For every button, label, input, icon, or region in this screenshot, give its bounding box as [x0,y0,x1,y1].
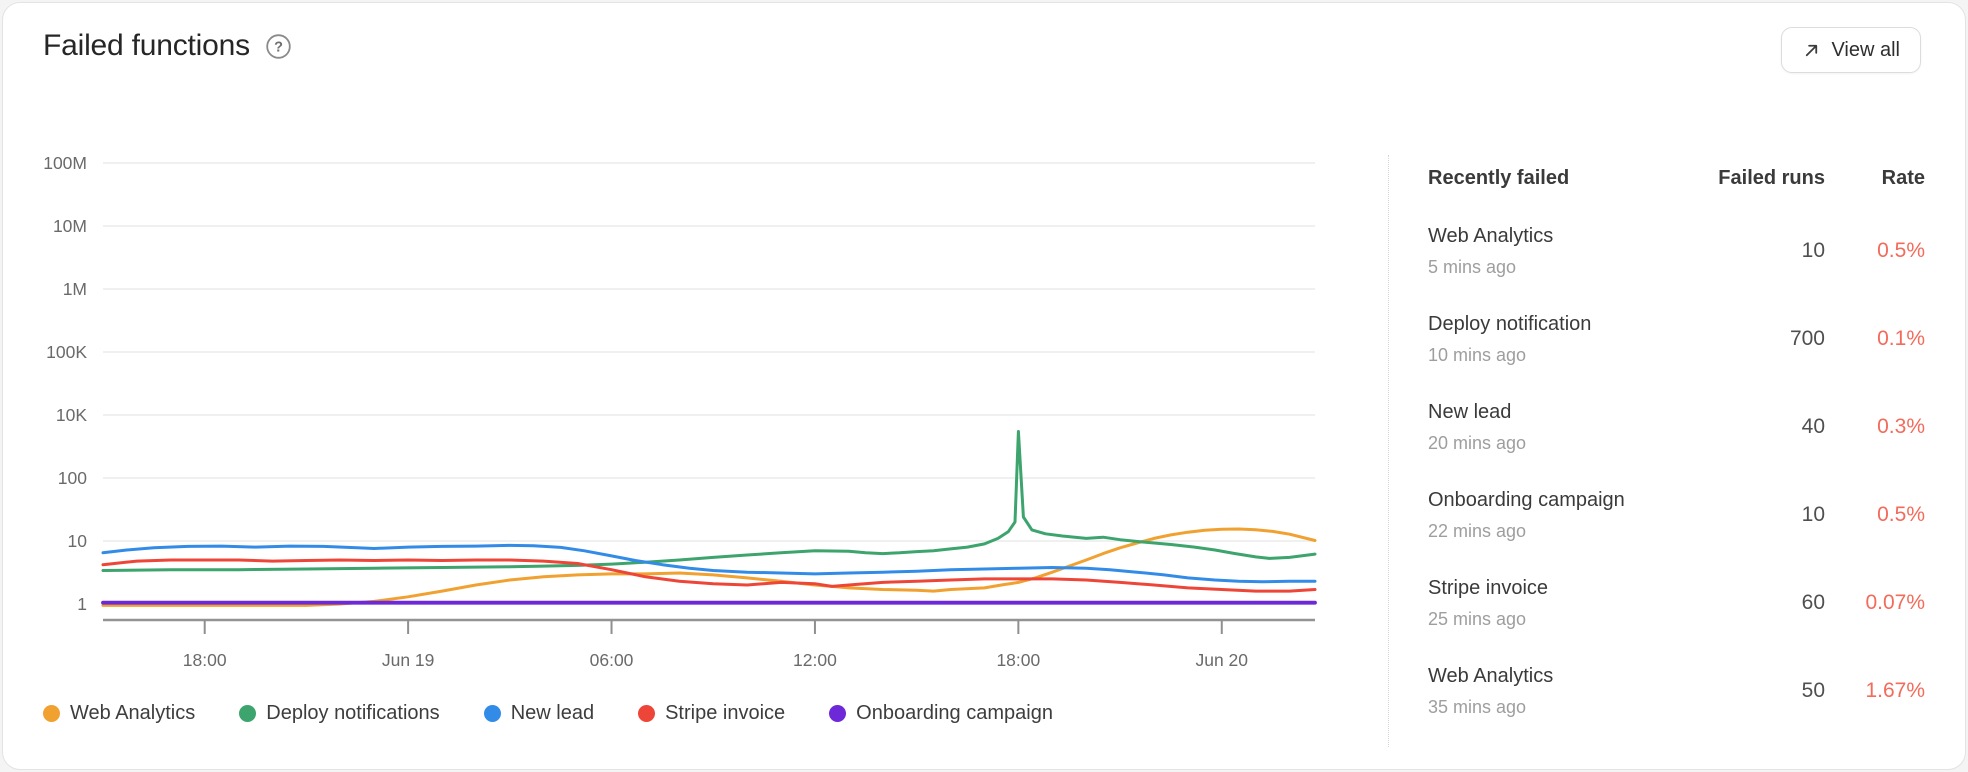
card-header: Failed functions ? [43,29,292,63]
x-axis-label: 18:00 [183,650,227,670]
failed-time: 20 mins ago [1428,433,1527,453]
legend-item-label: Deploy notifications [266,702,440,724]
svg-text:?: ? [274,39,283,55]
legend-dot-icon [239,705,257,722]
recent-failures-divider [1388,155,1389,747]
legend-item-deploy-notifications[interactable]: Deploy notifications [239,702,440,725]
table-row[interactable]: New lead 20 mins ago 40 0.3% [1428,383,1925,471]
y-axis-label: 1 [77,594,87,614]
legend-item-label: Onboarding campaign [856,702,1053,724]
x-axis-label: Jun 20 [1195,650,1248,670]
legend-item-label: Web Analytics [70,702,196,724]
function-name: Deploy notification [1428,313,1592,335]
page-title: Failed functions [43,29,250,62]
failed-time: 10 mins ago [1428,345,1527,365]
table-header: Recently failed Failed runs Rate [1428,153,1925,207]
view-all-button[interactable]: View all [1781,27,1921,73]
failed-time: 25 mins ago [1428,609,1527,629]
legend-dot-icon [43,705,60,722]
col-rate: Rate [1881,167,1925,189]
chart-legend: Web Analytics Deploy notifications New lea… [43,702,1053,725]
function-name: Stripe invoice [1428,577,1549,599]
arrow-up-right-icon [1802,41,1821,60]
col-failed-runs: Failed runs [1718,167,1825,189]
view-all-label: View all [1831,38,1900,61]
series-line-deploy-notifications [101,430,1317,572]
failed-time: 5 mins ago [1428,257,1517,277]
table-row[interactable]: Onboarding campaign 22 mins ago 10 0.5% [1428,471,1925,559]
function-name: Web Analytics [1428,225,1554,247]
legend-dot-icon [483,705,501,722]
failure-rate: 1.67% [1865,679,1925,702]
failed-runs-value: 60 [1801,591,1825,614]
failed-time: 22 mins ago [1428,521,1527,541]
legend-item-new-lead[interactable]: New lead [483,702,595,725]
failed-runs-value: 10 [1801,503,1825,526]
table-row[interactable]: Web Analytics 5 mins ago 10 0.5% [1428,207,1925,295]
x-axis-label: 18:00 [996,650,1040,670]
y-axis-label: 10K [56,405,87,425]
legend-item-label: New lead [510,702,595,724]
failure-rate: 0.1% [1877,327,1925,350]
failure-rate: 0.5% [1877,239,1925,262]
y-axis-label: 100M [43,153,87,173]
x-axis-label: Jun 19 [382,650,435,670]
x-axis-label: 06:00 [590,650,634,670]
function-name: New lead [1428,401,1512,423]
function-name: Onboarding campaign [1428,489,1625,511]
y-axis-label: 100K [46,342,87,362]
failed-time: 35 mins ago [1428,697,1527,717]
function-name: Web Analytics [1428,665,1554,687]
help-icon[interactable]: ? [265,33,292,60]
y-axis-label: 10 [68,531,88,551]
table-row[interactable]: Deploy notification 10 mins ago 700 0.1% [1428,295,1925,383]
y-axis-label: 100 [58,468,87,488]
x-axis-label: 12:00 [793,650,837,670]
legend-dot-icon [829,705,847,722]
failed-functions-chart[interactable]: 100M 10M 1M 100K 10K 100 10 1 18:00 Jun 19 06:00 12… [28,153,1318,673]
table-body: Web Analytics 5 mins ago 10 0.5% Deploy noti… [1428,207,1925,735]
table-row[interactable]: Stripe invoice 25 mins ago 60 0.07% [1428,559,1925,647]
legend-item-web-analytics[interactable]: Web Analytics [43,702,195,725]
y-axis-label: 1M [63,279,87,299]
failed-runs-value: 10 [1801,239,1825,262]
table-row[interactable]: Web Analytics 35 mins ago 50 1.67% [1428,647,1925,735]
failed-runs-value: 700 [1789,327,1825,350]
series-line-web-analytics [101,527,1317,607]
failed-runs-value: 50 [1801,679,1825,702]
series-line-stripe-invoice [101,558,1317,593]
failure-rate: 0.5% [1877,503,1925,526]
col-recently-failed: Recently failed [1428,167,1570,189]
recently-failed-table: Recently failed Failed runs Rate Web Ana… [1428,153,1925,735]
legend-item-stripe-invoice[interactable]: Stripe invoice [638,702,785,725]
legend-item-onboarding-campaign[interactable]: Onboarding campaign [829,702,1053,725]
y-axis-label: 10M [53,216,87,236]
failure-rate: 0.3% [1877,415,1925,438]
legend-dot-icon [638,705,656,722]
legend-item-label: Stripe invoice [665,702,786,724]
failed-runs-value: 40 [1801,415,1825,438]
failure-rate: 0.07% [1865,591,1925,614]
series-line-new-lead [101,543,1317,584]
